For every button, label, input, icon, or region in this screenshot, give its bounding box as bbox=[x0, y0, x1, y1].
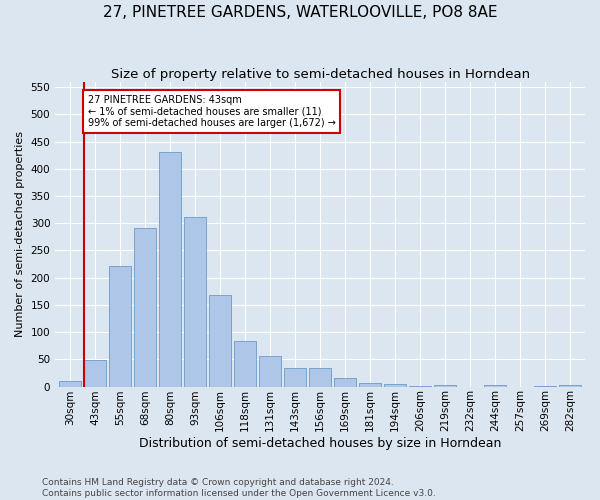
Bar bbox=[434, 385, 456, 386]
Bar bbox=[384, 384, 406, 386]
Text: 27 PINETREE GARDENS: 43sqm
← 1% of semi-detached houses are smaller (11)
99% of : 27 PINETREE GARDENS: 43sqm ← 1% of semi-… bbox=[88, 96, 335, 128]
Bar bbox=[234, 342, 256, 386]
Text: 27, PINETREE GARDENS, WATERLOOVILLE, PO8 8AE: 27, PINETREE GARDENS, WATERLOOVILLE, PO8… bbox=[103, 5, 497, 20]
Bar bbox=[259, 356, 281, 386]
Bar bbox=[309, 368, 331, 386]
Bar bbox=[284, 368, 307, 386]
Y-axis label: Number of semi-detached properties: Number of semi-detached properties bbox=[15, 131, 25, 337]
Bar bbox=[184, 217, 206, 386]
Bar bbox=[159, 152, 181, 386]
Bar bbox=[59, 381, 82, 386]
X-axis label: Distribution of semi-detached houses by size in Horndean: Distribution of semi-detached houses by … bbox=[139, 437, 501, 450]
Bar bbox=[359, 382, 382, 386]
Text: Contains HM Land Registry data © Crown copyright and database right 2024.
Contai: Contains HM Land Registry data © Crown c… bbox=[42, 478, 436, 498]
Bar bbox=[334, 378, 356, 386]
Bar bbox=[134, 228, 157, 386]
Bar bbox=[209, 295, 232, 386]
Bar bbox=[109, 266, 131, 386]
Bar bbox=[84, 360, 106, 386]
Title: Size of property relative to semi-detached houses in Horndean: Size of property relative to semi-detach… bbox=[110, 68, 530, 80]
